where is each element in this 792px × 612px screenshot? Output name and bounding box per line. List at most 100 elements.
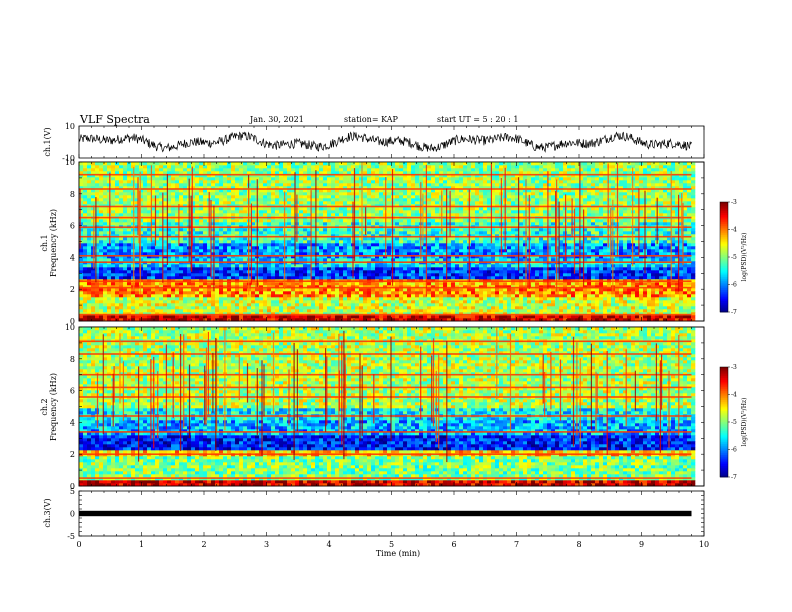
spectrogram-cell: [483, 243, 488, 247]
spectrogram-cell: [91, 249, 96, 253]
spectrogram-cell: [667, 243, 672, 247]
spectrogram-cell: [171, 297, 176, 301]
spectrogram-cell: [291, 297, 296, 301]
spectrogram-cell: [439, 312, 444, 316]
spectrogram-cell: [491, 303, 496, 307]
spectrogram-cell: [79, 273, 84, 277]
spectrogram-cell: [403, 255, 408, 259]
spectrogram-cell: [287, 306, 292, 310]
spectrogram-cell: [307, 291, 312, 295]
spectrogram-cell: [191, 246, 196, 250]
spectrogram-cell: [319, 234, 324, 238]
spectrogram-cell: [87, 234, 92, 238]
spectrogram-cell: [655, 246, 660, 250]
spectrogram-cell: [215, 270, 220, 274]
spectrogram-cell: [579, 228, 584, 232]
spectrogram-cell: [455, 237, 460, 241]
spectrogram-cell: [439, 243, 444, 247]
spectrogram-cell: [295, 288, 300, 292]
spectrogram-cell: [563, 273, 568, 277]
spectrogram-cell: [163, 288, 168, 292]
spectrogram-cell: [535, 315, 540, 319]
spectrogram-cell: [619, 276, 624, 280]
spectrogram-cell: [615, 285, 620, 289]
spectrogram-cell: [167, 303, 172, 307]
spectrogram-cell: [643, 285, 648, 289]
spectrogram-cell: [127, 291, 132, 295]
spectrogram-cell: [387, 285, 392, 289]
spectrogram-cell: [135, 294, 140, 298]
spectrogram-cell: [171, 306, 176, 310]
spectrogram-cell: [535, 234, 540, 238]
spectrogram-cell: [503, 282, 508, 286]
spectrogram-cell: [367, 240, 372, 244]
spectrogram-cell: [651, 258, 656, 262]
spectrogram-cell: [175, 306, 180, 310]
spectrogram-cell: [115, 276, 120, 280]
spectrogram-cell: [639, 243, 644, 247]
spectrogram-cell: [559, 312, 564, 316]
spectrogram-cell: [539, 228, 544, 232]
spectrogram-cell: [163, 240, 168, 244]
spectrogram-cell: [227, 276, 232, 280]
spectrogram-cell: [527, 303, 532, 307]
spectrogram-cell: [171, 285, 176, 289]
spectrogram-cell: [331, 267, 336, 271]
spectrogram-cell: [271, 282, 276, 286]
spectrogram-cell: [107, 315, 112, 319]
spectrogram-cell: [523, 264, 528, 268]
spectrogram-cell: [663, 315, 668, 319]
spectrogram-cell: [263, 246, 268, 250]
spectrogram-cell: [335, 300, 340, 304]
spectrogram-cell: [175, 294, 180, 298]
spectrogram-cell: [83, 276, 88, 280]
spectrogram-cell: [135, 255, 140, 259]
spectrogram-cell: [571, 276, 576, 280]
spectrogram-cell: [523, 276, 528, 280]
spectrogram-cell: [687, 300, 692, 304]
spectrogram-cell: [647, 306, 652, 310]
spectrogram-cell: [627, 306, 632, 310]
spectrogram-cell: [319, 255, 324, 259]
spectrogram-cell: [551, 306, 556, 310]
spectrogram-cell: [523, 258, 528, 262]
spectrogram-cell: [439, 264, 444, 268]
spectrogram-cell: [535, 276, 540, 280]
spectrogram-cell: [663, 288, 668, 292]
spectrogram-cell: [675, 246, 680, 250]
spectrogram-cell: [375, 318, 380, 322]
spectrogram-cell: [363, 270, 368, 274]
spectrogram-cell: [627, 258, 632, 262]
spectrogram-cell: [387, 300, 392, 304]
spectrogram-cell: [223, 249, 228, 253]
spectrogram-cell: [347, 264, 352, 268]
spectrogram-cell: [675, 237, 680, 241]
spectrogram-cell: [459, 303, 464, 307]
spectrogram-cell: [491, 300, 496, 304]
spectrogram-cell: [427, 252, 432, 256]
spectrogram-cell: [303, 276, 308, 280]
spectrogram-cell: [79, 282, 84, 286]
spectrogram-cell: [447, 303, 452, 307]
spectrogram-cell: [431, 237, 436, 241]
spectrogram-cell: [427, 300, 432, 304]
spectrogram-cell: [491, 237, 496, 241]
spectrogram-cell: [135, 303, 140, 307]
spectrogram-cell: [123, 285, 128, 289]
spectrogram-cell: [139, 243, 144, 247]
spectrogram-cell: [147, 246, 152, 250]
spectrogram-cell: [275, 240, 280, 244]
spectrogram-cell: [115, 306, 120, 310]
spectrogram-cell: [431, 288, 436, 292]
spectrogram-cell: [607, 258, 612, 262]
start-time-label: start UT = 5 : 20 : 1: [437, 115, 518, 124]
spectrogram-cell: [599, 297, 604, 301]
spectrogram-cell: [575, 231, 580, 235]
spectrogram-cell: [559, 282, 564, 286]
spectrogram-cell: [663, 252, 668, 256]
spectrogram-cell: [555, 315, 560, 319]
spectrogram-cell: [195, 294, 200, 298]
spectrogram-cell: [235, 276, 240, 280]
spectrogram-cell: [447, 306, 452, 310]
spectrogram-cell: [651, 246, 656, 250]
